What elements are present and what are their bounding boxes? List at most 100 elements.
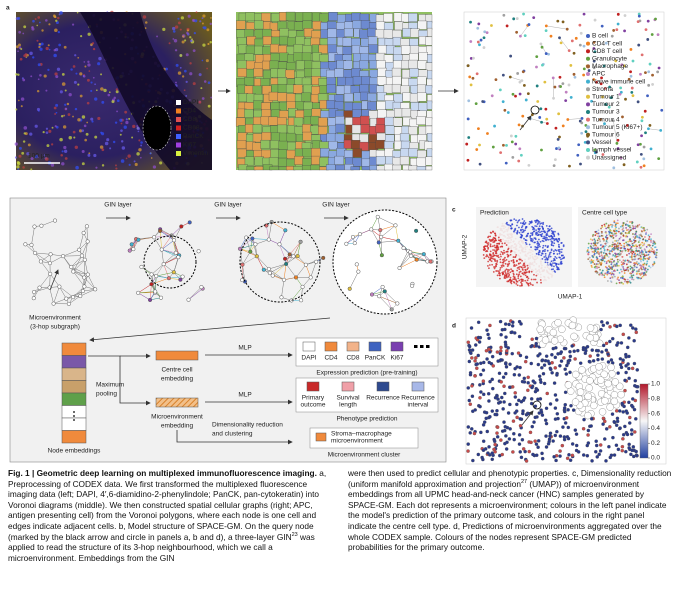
graph-node: [136, 237, 141, 242]
umap-dot: [614, 228, 617, 230]
graph-node: [618, 92, 622, 96]
label: CD4: [183, 108, 196, 115]
umap-dot: [545, 233, 548, 236]
umap-dot: [594, 234, 597, 237]
map-node: [573, 357, 577, 361]
graph-edge: [72, 286, 85, 298]
umap-dot: [603, 251, 606, 253]
umap-dot: [488, 264, 491, 266]
voronoi-cell: [318, 44, 328, 54]
cell-dot: [84, 65, 87, 68]
umap-dot: [527, 284, 530, 287]
umap-dot: [494, 266, 497, 268]
umap-dot: [489, 243, 492, 246]
umap-dot: [559, 262, 562, 265]
graph-node: [518, 80, 522, 84]
umap-dot: [619, 242, 621, 245]
map-node: [551, 439, 555, 443]
label: 1.0: [651, 381, 660, 388]
label: GIN layer: [322, 202, 350, 209]
graph-node: [647, 83, 651, 87]
map-node: [558, 449, 562, 453]
umap-dot: [506, 280, 509, 283]
voronoi-cell: [260, 139, 270, 149]
arrow: [521, 410, 534, 426]
map-node: [473, 359, 477, 363]
graph-edge: [648, 128, 661, 131]
umap-dot: [515, 273, 518, 276]
umap-dot: [535, 274, 538, 277]
umap-dot: [486, 255, 489, 258]
umap-dot: [522, 247, 525, 250]
graph-node: [553, 85, 557, 89]
umap-dot: [526, 252, 529, 255]
umap-dot: [534, 219, 536, 222]
umap-dot: [508, 260, 510, 263]
umap-dot: [545, 256, 548, 259]
map-node: [493, 442, 497, 447]
graph-node: [593, 18, 597, 22]
label: Unassigned: [592, 154, 627, 161]
map-node: [517, 442, 522, 446]
graph-node: [639, 165, 643, 169]
arrow: [49, 269, 59, 291]
umap-dot: [611, 268, 614, 271]
graph-edge: [153, 237, 162, 250]
umap-dot: [636, 260, 638, 263]
graph-node: [636, 100, 640, 104]
umap-dot: [502, 227, 505, 230]
umap-dot: [519, 256, 521, 259]
cell-dot: [87, 63, 91, 67]
umap-dot: [515, 219, 517, 222]
map-node: [590, 459, 594, 463]
map-node: [544, 421, 549, 426]
map-node: [617, 390, 625, 399]
umap-dot: [604, 225, 606, 228]
graph-node: [577, 143, 581, 147]
umap-dot: [613, 263, 616, 266]
voronoi-cell: [392, 117, 403, 127]
map-node: [598, 449, 603, 453]
umap-dot: [636, 245, 638, 248]
graph-node: [499, 151, 503, 155]
umap-dot: [613, 248, 615, 251]
graph-node: [640, 115, 644, 119]
umap-dot: [648, 249, 651, 252]
graph-node: [505, 143, 508, 147]
umap-dot: [517, 242, 520, 245]
umap-dot: [616, 246, 618, 248]
umap-dot: [501, 245, 503, 248]
cell-dot: [29, 132, 33, 136]
map-node: [500, 429, 505, 433]
umap-dot: [542, 240, 545, 243]
voronoi-cell: [384, 116, 394, 126]
legend-dot: [586, 117, 590, 122]
umap-dot: [629, 247, 632, 250]
graph-edge: [293, 241, 301, 257]
umap-dot: [620, 261, 623, 263]
phenotype-swatch: [306, 381, 320, 392]
graph-edge: [559, 37, 570, 51]
label: Primary: [302, 395, 325, 402]
umap-dot: [605, 234, 608, 237]
cell-dot: [101, 164, 105, 167]
umap-dot: [600, 234, 603, 237]
map-node: [623, 378, 627, 383]
graph-node: [414, 257, 419, 262]
umap-dot: [631, 222, 634, 225]
umap-dot: [523, 266, 526, 269]
umap-dot: [635, 270, 638, 273]
umap-dot: [520, 229, 522, 232]
cell-dot: [39, 21, 41, 24]
voronoi-cell: [334, 68, 344, 78]
umap-dot: [534, 248, 537, 251]
graph-edge: [239, 248, 243, 265]
map-node: [564, 381, 573, 389]
umap-dot: [539, 260, 542, 263]
umap-dot: [537, 220, 540, 223]
umap-dot: [646, 240, 648, 243]
umap-dot: [499, 253, 502, 256]
umap-dot: [538, 227, 541, 230]
umap-dot: [622, 245, 625, 247]
umap-dot: [535, 258, 538, 260]
